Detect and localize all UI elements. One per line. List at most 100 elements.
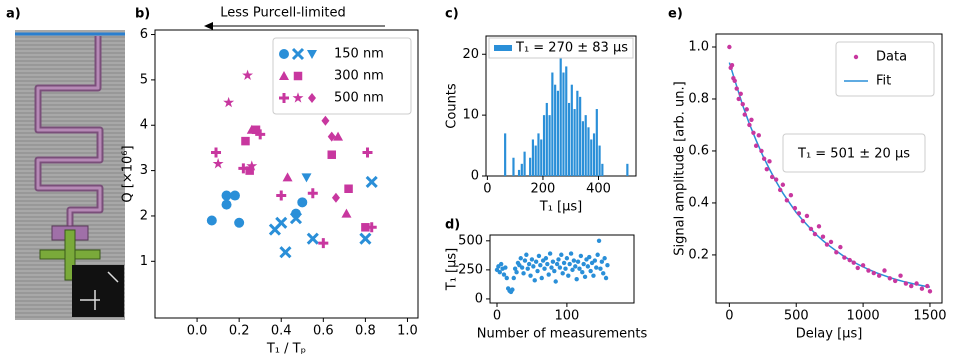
marker [599, 259, 605, 264]
marker [736, 96, 741, 102]
marker [556, 257, 561, 262]
marker [596, 238, 602, 244]
legend-label: 500 nm [334, 91, 384, 106]
marker [828, 239, 834, 245]
marker [525, 266, 530, 271]
marker [297, 197, 308, 208]
y-tick-label: 0.6 [688, 143, 709, 158]
marker [554, 261, 560, 267]
marker [740, 101, 745, 107]
marker [524, 252, 529, 257]
bar [534, 145, 537, 176]
bar [587, 127, 590, 176]
marker [855, 265, 860, 271]
marker [784, 198, 790, 203]
marker [549, 265, 554, 270]
marker [866, 268, 871, 273]
marker [241, 136, 250, 146]
marker [521, 271, 526, 276]
marker [753, 143, 759, 148]
panel-label: c) [445, 7, 459, 22]
marker [738, 91, 743, 96]
marker [526, 261, 532, 267]
marker [824, 242, 830, 247]
bar [531, 139, 535, 176]
marker [563, 266, 568, 271]
marker [550, 259, 556, 264]
marker [914, 281, 919, 286]
marker [362, 147, 373, 158]
x-tick-label: 0.2 [229, 324, 250, 339]
x-axis-label: Number of measurements [477, 327, 648, 342]
marker [564, 256, 570, 261]
marker [594, 265, 599, 270]
marker [792, 205, 798, 211]
marker [276, 190, 287, 201]
marker [538, 263, 543, 268]
marker [578, 253, 584, 259]
marker [327, 131, 336, 142]
y-tick-label: 4 [140, 118, 148, 133]
marker [773, 177, 779, 182]
marker [331, 192, 340, 203]
marker [860, 263, 866, 268]
marker [749, 117, 754, 122]
marker [279, 71, 289, 80]
marker [282, 172, 293, 182]
bar [573, 109, 576, 176]
plot-frame [489, 234, 635, 304]
marker [759, 148, 764, 154]
x-tick-label: 0.6 [313, 324, 334, 339]
marker [279, 93, 289, 103]
panel-label: e) [668, 7, 683, 22]
marker [514, 269, 519, 275]
marker [511, 275, 516, 281]
y-axis-label: Q [×10⁶] [121, 145, 136, 202]
marker [575, 259, 581, 264]
marker [366, 222, 377, 233]
x-tick-label: 100 [554, 309, 579, 324]
marker [882, 268, 887, 273]
annotation: Less Purcell-limited [204, 6, 385, 30]
panel: b) 0.0 0.2 0.4 0.6 0.8 1.0 1 2 3 4 5 6 T₁ / Tₚ Q [×10⁶… [121, 7, 419, 354]
legend-label: 300 nm [334, 69, 384, 84]
legend-label: T₁ = 270 ± 83 µs [515, 41, 628, 56]
y-tick-label: 1 [140, 254, 148, 269]
bar [545, 102, 548, 176]
marker [605, 263, 610, 268]
bar [595, 109, 598, 176]
panel-label: d) [445, 218, 460, 233]
x-tick-label: 500 [784, 309, 809, 324]
x-tick-label: 0.0 [187, 324, 208, 339]
bar [556, 90, 560, 176]
x-axis-label: Delay [µs] [796, 327, 863, 342]
y-tick-label: 20 [462, 47, 479, 62]
marker [307, 188, 318, 199]
marker [804, 213, 810, 219]
marker [301, 173, 312, 183]
bar [512, 157, 515, 176]
marker [279, 246, 292, 259]
x-tick-label: 200 [531, 182, 556, 197]
marker [212, 158, 224, 169]
marker [291, 47, 305, 61]
y-tick-label: 5 [140, 72, 148, 87]
marker [255, 129, 266, 140]
bar [520, 163, 523, 176]
marker [512, 266, 518, 271]
marker [602, 256, 607, 261]
x-tick-label: 1.0 [397, 324, 418, 339]
marker [293, 71, 303, 81]
marker [327, 150, 336, 159]
y-tick-label: 10 [462, 108, 479, 123]
marker [853, 54, 859, 60]
marker [501, 272, 507, 277]
bar [537, 133, 540, 176]
marker [729, 62, 735, 68]
y-tick-label: 3 [140, 163, 148, 178]
marker [847, 257, 852, 263]
bar [540, 139, 543, 176]
marker [341, 208, 352, 218]
marker [838, 244, 843, 250]
marker [742, 112, 747, 117]
